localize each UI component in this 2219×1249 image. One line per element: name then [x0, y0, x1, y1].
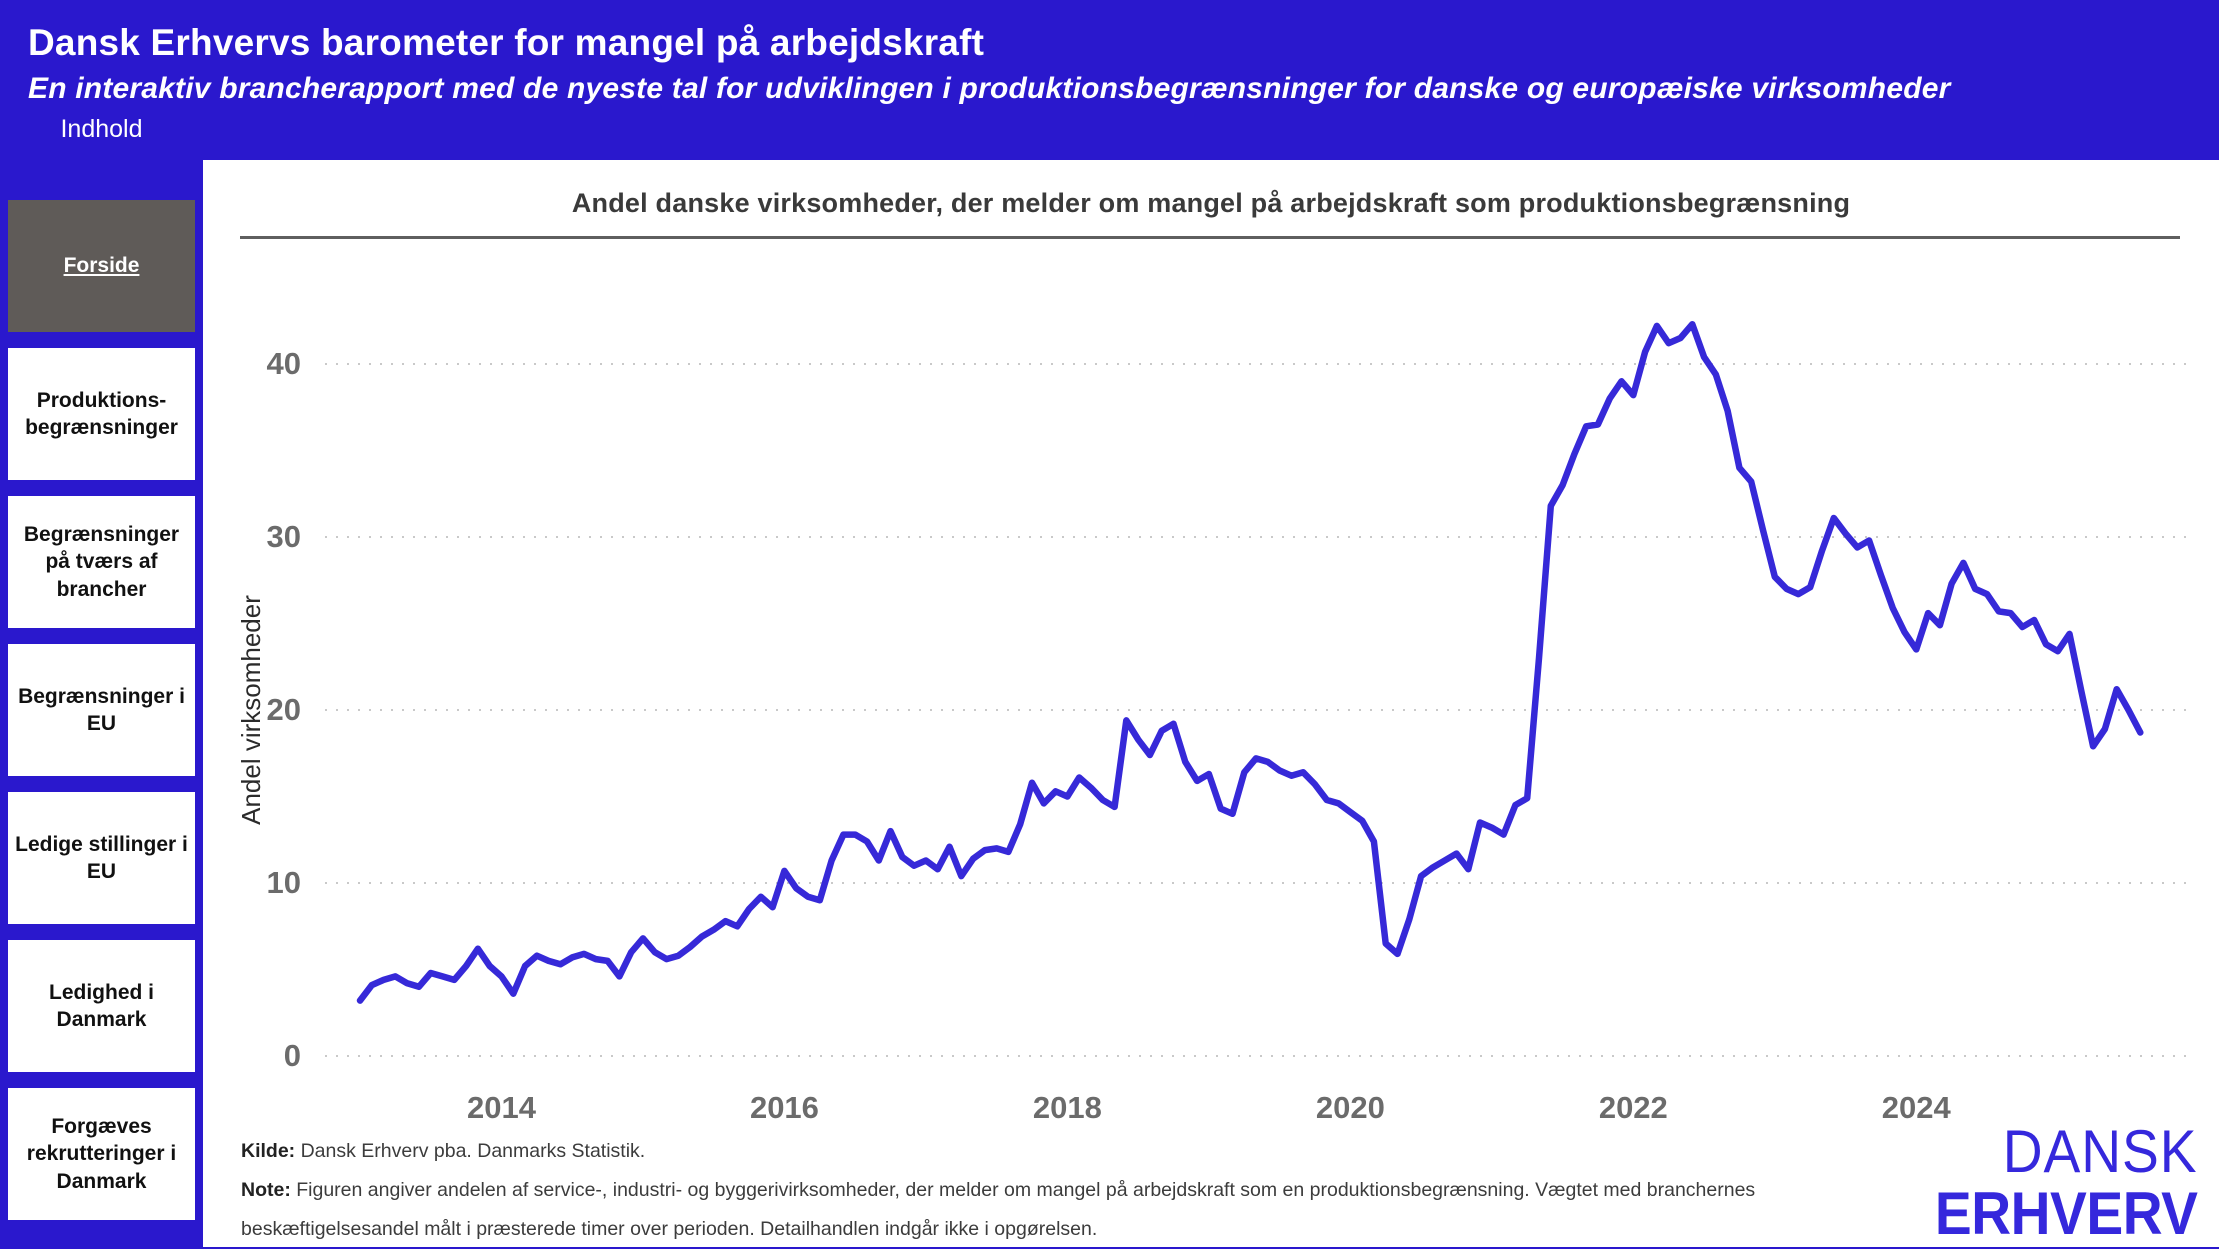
y-tick-label: 20 [267, 692, 301, 727]
page-subtitle: En interaktiv brancherapport med de nyes… [28, 72, 1951, 105]
sidebar-item-label: Ledighed i Danmark [49, 980, 154, 1031]
title-divider [240, 236, 2180, 239]
sidebar-item-label: Begrænsninger i EU [18, 684, 185, 735]
y-tick-label: 10 [267, 865, 301, 900]
sidebar-item-label: Forside [63, 254, 140, 278]
series-line-andel-virksomheder [356, 320, 2144, 1004]
sidebar-item-label: Ledige stillinger i EU [15, 832, 188, 883]
report-header: Dansk Erhvervs barometer for mangel på a… [0, 0, 2219, 160]
source-line: Kilde: Dansk Erhverv pba. Danmarks Stati… [241, 1132, 1801, 1171]
page-title: Dansk Erhvervs barometer for mangel på a… [28, 22, 985, 63]
y-tick-label: 0 [284, 1038, 301, 1073]
sidebar-nav: Indhold Forside Produktions- begrænsninge… [0, 110, 203, 1247]
main-panel: Andel danske virksomheder, der melder om… [203, 160, 2219, 1247]
logo-line2: ERHVERV [1934, 1180, 2197, 1247]
chart-title: Andel danske virksomheder, der melder om… [571, 188, 1851, 218]
x-tick-label: 2016 [750, 1090, 819, 1125]
sidebar-item-label: Forgæves rekrutteringer i Danmark [26, 1115, 177, 1193]
source-label: Kilde: [241, 1140, 296, 1162]
x-tick-label: 2014 [467, 1090, 537, 1125]
sidebar-title: Indhold [60, 115, 143, 143]
x-tick-label: 2022 [1599, 1090, 1668, 1125]
chart-footnotes: Kilde: Dansk Erhverv pba. Danmarks Stati… [241, 1132, 1801, 1249]
x-tick-label: 2020 [1316, 1090, 1385, 1125]
sidebar-item-produktions-begr-nsninger[interactable]: Produktions- begrænsninger [8, 348, 195, 480]
sidebar-item-begr-nsninger-i-eu[interactable]: Begrænsninger i EU [8, 644, 195, 776]
note-line: Note: Figuren angiver andelen af service… [241, 1171, 1801, 1249]
line-chart: 0 10 20 30 40 2014 2016 2018 2020 2022 2024 Andel v… [236, 320, 2191, 1125]
source-text: Dansk Erhverv pba. Danmarks Statistik. [295, 1140, 646, 1162]
sidebar-item-label: Begrænsninger på tværs af brancher [23, 523, 180, 601]
note-label: Note: [241, 1179, 291, 1201]
sidebar-item-forside[interactable]: Forside [8, 200, 195, 332]
sidebar-item-ledige-stillinger-i-eu[interactable]: Ledige stillinger i EU [8, 792, 195, 924]
note-text: Figuren angiver andelen af service-, ind… [241, 1179, 1756, 1240]
logo-line1: DANSK [2002, 1118, 2197, 1185]
sidebar-item-label: Produktions- begrænsninger [25, 388, 178, 439]
y-axis-title: Andel virksomheder [236, 595, 266, 825]
y-tick-label: 30 [267, 519, 301, 554]
y-tick-label: 40 [267, 346, 301, 381]
dansk-erhverv-logo: DANSK ERHVERV [1912, 1122, 2197, 1244]
x-tick-label: 2024 [1882, 1090, 1952, 1125]
sidebar-item-forg-ves-rekrutteringer-i-danmark[interactable]: Forgæves rekrutteringer i Danmark [8, 1088, 195, 1220]
x-tick-label: 2018 [1033, 1090, 1102, 1125]
sidebar-item-begr-nsninger-p-tv-rs-af-brancher[interactable]: Begrænsninger på tværs af brancher [8, 496, 195, 628]
sidebar-item-ledighed-i-danmark[interactable]: Ledighed i Danmark [8, 940, 195, 1072]
